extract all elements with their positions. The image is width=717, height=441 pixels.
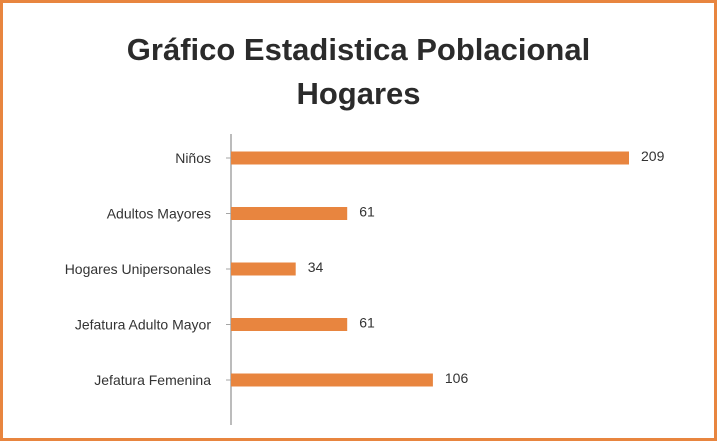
category-label: Adultos Mayores [107,206,211,222]
chart-title: Gráfico Estadistica Poblacional Hogares [0,28,717,116]
bar-2 [231,262,296,276]
data-label: 209 [641,148,665,164]
chart-title-line-2: Hogares [296,76,421,111]
chart-title-line-1: Gráfico Estadistica Poblacional [126,32,591,67]
data-label: 61 [359,315,375,331]
data-label: 34 [308,259,324,275]
category-label: Jefatura Adulto Mayor [75,317,212,333]
data-label: 106 [445,370,469,386]
data-label: 61 [359,204,375,220]
bar-4 [231,373,433,387]
bar-0 [231,151,629,165]
category-label: Niños [175,150,211,166]
bar-3 [231,318,348,331]
category-label: Hogares Unipersonales [65,261,211,277]
category-label: Jefatura Femenina [94,372,211,388]
bar-1 [231,207,348,220]
